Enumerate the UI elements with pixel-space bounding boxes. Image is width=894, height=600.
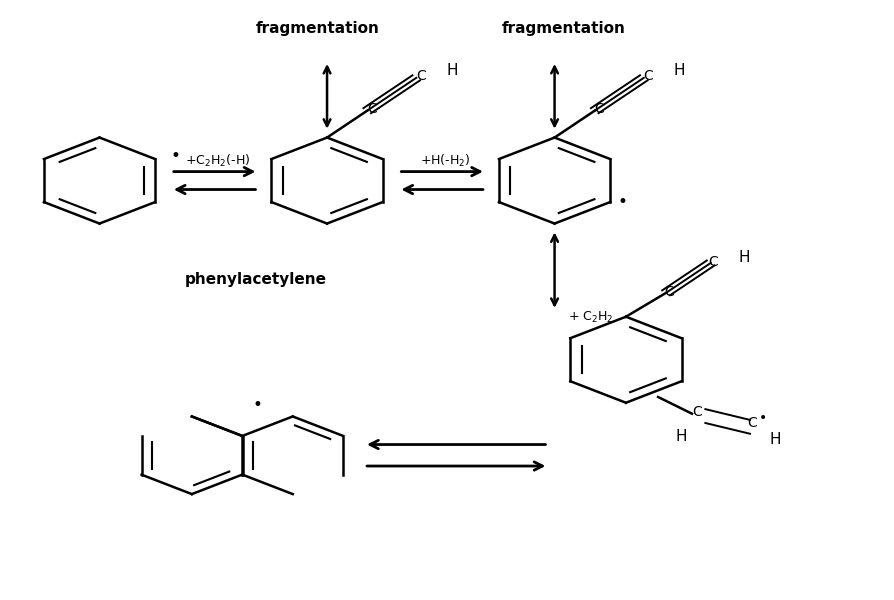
Text: H: H bbox=[673, 63, 685, 78]
Text: fragmentation: fragmentation bbox=[256, 21, 380, 36]
Text: C: C bbox=[663, 284, 673, 299]
Text: C: C bbox=[416, 69, 426, 83]
Text: •: • bbox=[252, 395, 262, 413]
Text: •: • bbox=[617, 193, 627, 211]
Text: C: C bbox=[594, 102, 603, 116]
Text: C: C bbox=[367, 102, 376, 116]
Text: +C$_2$H$_2$(-H): +C$_2$H$_2$(-H) bbox=[185, 153, 250, 169]
Text: +H(-H$_2$): +H(-H$_2$) bbox=[419, 153, 470, 169]
Text: fragmentation: fragmentation bbox=[501, 21, 625, 36]
Text: C: C bbox=[692, 406, 702, 419]
Text: •: • bbox=[171, 147, 181, 165]
Text: H: H bbox=[675, 429, 687, 444]
Text: C: C bbox=[643, 69, 653, 83]
Text: C: C bbox=[708, 255, 718, 269]
Text: •: • bbox=[758, 412, 767, 425]
Text: H: H bbox=[738, 250, 749, 265]
Text: C: C bbox=[746, 416, 755, 430]
Text: H: H bbox=[446, 63, 457, 78]
Text: phenylacetylene: phenylacetylene bbox=[184, 272, 326, 287]
Text: + C$_2$H$_2$: + C$_2$H$_2$ bbox=[568, 310, 612, 325]
Text: H: H bbox=[768, 432, 780, 447]
